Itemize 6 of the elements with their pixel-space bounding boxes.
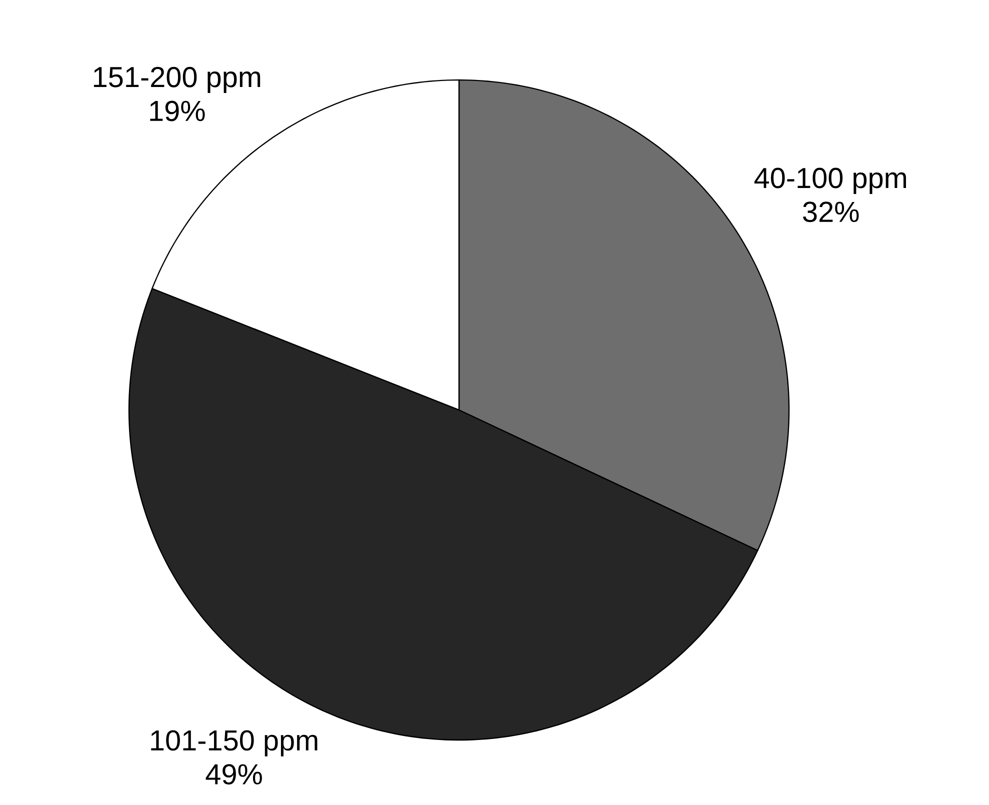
- slice-label: 40-100 ppm: [754, 168, 906, 194]
- data-label: 32%: [803, 202, 859, 222]
- data-label: 49%: [206, 764, 262, 785]
- data-label: 19%: [150, 100, 205, 122]
- slice-label: 101-150 ppm: [151, 730, 318, 756]
- slice-label: 151-200 ppm: [94, 66, 260, 94]
